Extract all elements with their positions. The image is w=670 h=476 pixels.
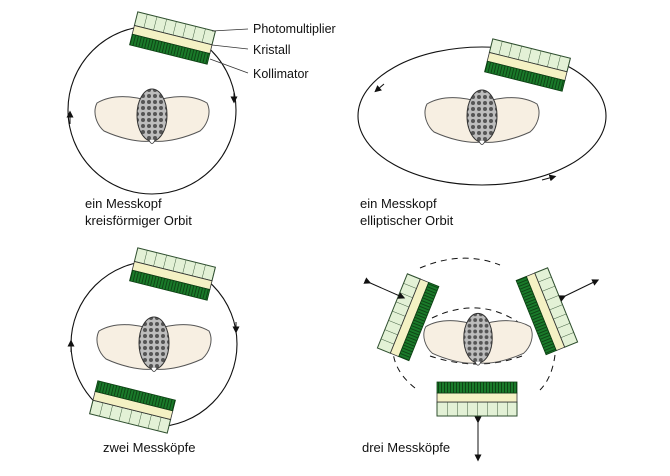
patient-body — [94, 88, 210, 144]
caption-line2: kreisförmiger Orbit — [85, 213, 192, 228]
panel-circular-orbit: Photomultiplier Kristall Kollimator ein … — [66, 11, 336, 228]
label-photomultiplier: Photomultiplier — [253, 22, 336, 36]
dashed-orbit — [392, 257, 556, 391]
motion-arrow — [558, 279, 600, 302]
patient-body — [424, 89, 540, 145]
patient-body — [96, 316, 212, 372]
patient-body — [423, 312, 533, 366]
label-kristall: Kristall — [253, 43, 291, 57]
panel-two-heads: zwei Messköpfe — [67, 247, 240, 455]
motion-arrow — [363, 277, 406, 299]
caption-line2: elliptischer Orbit — [360, 213, 454, 228]
caption-line1: zwei Messköpfe — [103, 440, 195, 455]
caption-line1: ein Messkopf — [85, 196, 162, 211]
detector-head — [436, 381, 518, 417]
panel-three-heads: drei Messköpfe — [362, 257, 600, 462]
detector-head — [129, 11, 216, 65]
detector-head — [129, 247, 216, 301]
label-kollimator: Kollimator — [253, 67, 309, 81]
detector-head — [89, 380, 176, 434]
panel-elliptical-orbit: ein Messkopf elliptischer Orbit — [357, 38, 607, 228]
detector-head — [484, 38, 571, 92]
elliptical-orbit — [357, 46, 607, 186]
caption-line1: ein Messkopf — [360, 196, 437, 211]
orbit-arrow — [374, 83, 385, 93]
caption-line1: drei Messköpfe — [362, 440, 450, 455]
orbit-arrow — [541, 174, 557, 182]
